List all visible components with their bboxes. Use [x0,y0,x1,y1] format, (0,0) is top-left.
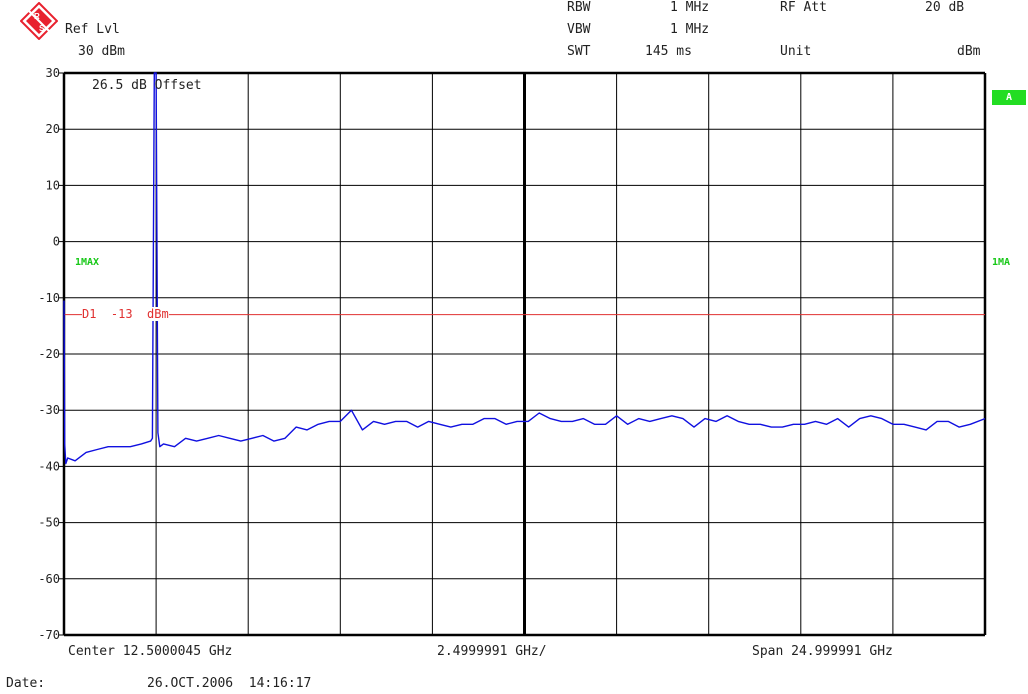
y-tick-label: -50 [38,516,60,530]
trace-label-left: 1MAX [75,257,100,268]
swt-label: SWT [567,44,591,59]
ref-level-value: 30 dBm [78,44,125,59]
y-tick-label: -40 [38,459,60,473]
unit-label: Unit [780,44,812,59]
y-tick-label: 20 [46,122,60,136]
svg-text:S: S [39,24,45,33]
ref-level-label: Ref Lvl [65,22,120,37]
y-tick-label: -70 [38,628,60,642]
display-line-label: D1 -13 dBm [82,307,169,321]
trace-label-right: 1MA [992,257,1011,268]
vbw-value: 1 MHz [670,22,710,37]
trace-1 [63,72,986,465]
rbw-label: RBW [567,0,591,15]
screen-a-tag: A [992,90,1026,105]
y-tick-label: -60 [38,572,60,586]
grid [59,71,987,637]
rf-att-label: RF Att [780,0,827,15]
offset-label: 26.5 dB Offset [92,78,202,93]
y-tick-label: -10 [38,291,60,305]
y-tick-label: -20 [38,347,60,361]
y-tick-label: 30 [46,66,60,80]
y-tick-label: 0 [53,235,60,249]
per-division: 2.4999991 GHz/ [437,644,547,659]
trace-line [63,72,986,465]
span-frequency: Span 24.999991 GHz [752,644,893,659]
y-tick-labels: 30 20 10 0 -10 -20 -30 -40 -50 -60 -70 [38,66,60,642]
vbw-label: VBW [567,22,591,37]
unit-value: dBm [957,44,981,59]
swt-value: 145 ms [645,44,692,59]
rf-att-value: 20 dB [925,0,965,15]
date-value: 26.OCT.2006 14:16:17 [147,676,312,691]
rohde-schwarz-logo-icon: R S [20,2,58,40]
rbw-value: 1 MHz [670,0,710,15]
date-label: Date: [6,676,46,691]
center-frequency: Center 12.5000045 GHz [68,644,233,659]
y-tick-label: 10 [46,178,60,192]
svg-text:R: R [34,12,40,21]
y-tick-label: -30 [38,403,60,417]
